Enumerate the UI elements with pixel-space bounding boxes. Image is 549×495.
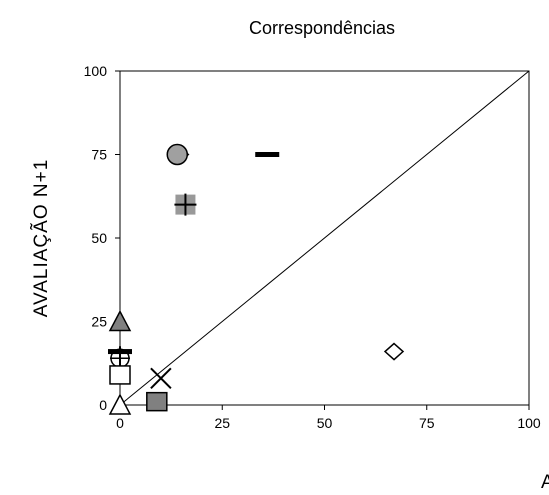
point-triangle: [108, 309, 132, 332]
point-circle: [166, 143, 189, 166]
point-square: [109, 365, 131, 385]
y-tick-label: 100: [84, 63, 108, 79]
x-tick-label: 50: [317, 415, 333, 431]
y-tick-label: 0: [99, 397, 107, 413]
y-axis-title: AVALIAÇÃO N+1: [30, 159, 52, 318]
axis-ticks: 0 25 50 75 100 0 25 50 75 100: [84, 63, 541, 431]
y-tick-label: 75: [91, 147, 107, 163]
y-tick-label: 50: [91, 230, 107, 246]
x-tick-label: 75: [419, 415, 435, 431]
x-tick-label: 0: [116, 415, 124, 431]
point-triangle: [108, 393, 132, 415]
point-square: [146, 391, 168, 412]
y-tick-label: 25: [91, 314, 107, 330]
point-x: [150, 367, 172, 389]
data-points: [108, 143, 405, 415]
x-axis-title: A: [541, 472, 549, 493]
point-plus-square: [174, 193, 197, 216]
point-dash: [255, 152, 280, 157]
x-tick-label: 100: [517, 415, 541, 431]
point-diamond: [383, 342, 405, 361]
x-tick-label: 25: [214, 415, 230, 431]
chart-title: Correspondências: [249, 18, 395, 38]
diagonal-reference-line: [119, 70, 530, 406]
